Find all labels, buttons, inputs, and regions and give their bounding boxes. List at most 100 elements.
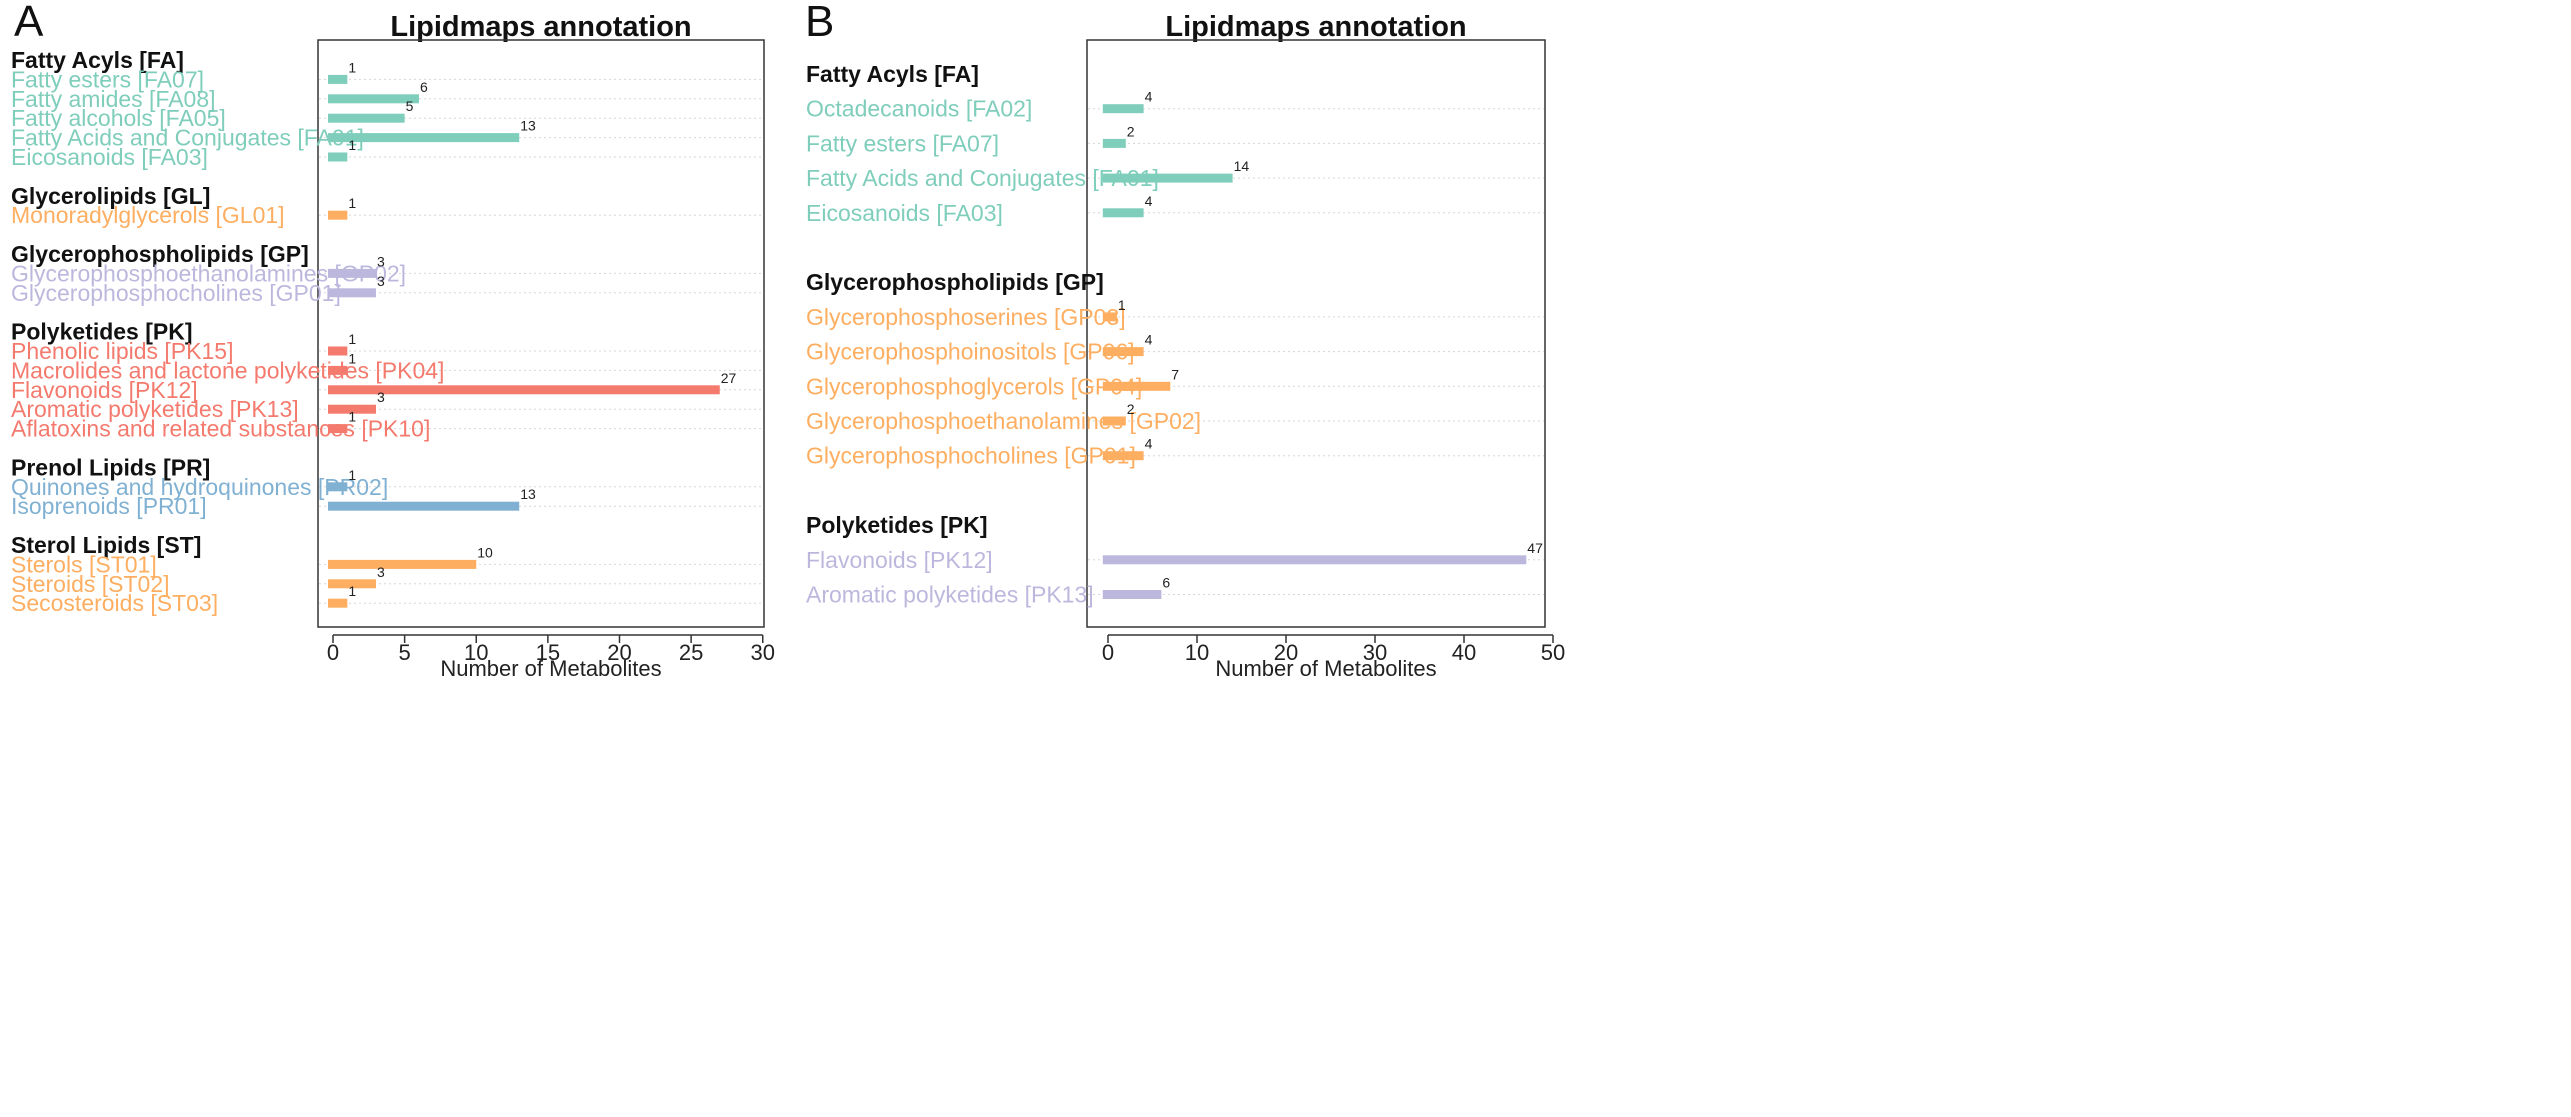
panel-b-category-label: Fatty Acids and Conjugates [FA01]: [806, 165, 1159, 191]
panel-a-x-tick-label: 20: [607, 640, 631, 665]
panel-a-bar: [327, 346, 348, 356]
panel-b-x-tick-label: 10: [1185, 640, 1209, 665]
panel-a-label: A: [14, 0, 44, 46]
panel-a-category-label: Aromatic polyketides [PK13]: [11, 396, 299, 422]
panel-a-value-label: 1: [348, 467, 356, 483]
panel-a-value-label: 1: [348, 409, 356, 425]
panel-a-x-tick-label: 30: [751, 640, 775, 665]
panel-a-x-tick-label: 5: [399, 640, 411, 665]
panel-b-value-label: 7: [1171, 366, 1179, 382]
panel-b-bar: [1102, 381, 1171, 391]
panel-a-bar: [327, 152, 348, 162]
panel-b-bar: [1102, 347, 1144, 357]
panel-a-category-label: Phenolic lipids [PK15]: [11, 338, 233, 364]
panel-a-category-label: Eicosanoids [FA03]: [11, 144, 208, 170]
panel-a-category-label: Sterols [ST01]: [11, 551, 157, 577]
panel-b-category-label: Glycerophosphoserines [GP03]: [806, 304, 1126, 330]
panel-a-bar: [327, 94, 419, 104]
panel-a-category-label: Steroids [ST02]: [11, 571, 170, 597]
panel-b-bar: [1102, 312, 1117, 322]
panel-a-category-label: Macrolides and lactone polyketides [PK04…: [11, 357, 444, 383]
panel-a-category-label: Monoradylglycerols [GL01]: [11, 202, 285, 228]
panel-a-x-tick-label: 25: [679, 640, 703, 665]
panel-b-value-label: 2: [1127, 123, 1135, 139]
panel-b-category-label: Glycerophosphoethanolamines [GP02]: [806, 408, 1201, 434]
panel-b-x-tick-label: 30: [1363, 640, 1387, 665]
panel-b-category-label: Glycerophosphoinositols [GP06]: [806, 339, 1135, 365]
panel-b-bar: [1102, 173, 1233, 183]
panel-b-category-label: Fatty esters [FA07]: [806, 130, 999, 156]
panel-a-group-label: Fatty Acyls [FA]: [11, 47, 184, 73]
panel-b-value-label: 6: [1162, 575, 1170, 591]
panel-a-title: Lipidmaps annotation: [390, 11, 691, 43]
panel-b-category-label: Flavonoids [PK12]: [806, 547, 993, 573]
panel-b-bar: [1102, 104, 1144, 114]
panel-b-x-tick-label: 50: [1541, 640, 1565, 665]
panel-b-title: Lipidmaps annotation: [1165, 11, 1466, 43]
panel-a-value-label: 3: [377, 253, 385, 269]
panel-a-category-label: Glycerophosphocholines [GP01]: [11, 280, 341, 306]
panel-a-value-label: 13: [520, 486, 536, 502]
panel-b-group-label: Fatty Acyls [FA]: [806, 61, 979, 87]
panel-b-value-label: 4: [1145, 193, 1153, 209]
panel-b-category-label: Aromatic polyketides [PK13]: [806, 582, 1094, 608]
panel-b-plot-frame: [1086, 39, 1546, 628]
panel-a-bar: [327, 501, 520, 511]
panel-b-category-label: Glycerophosphocholines [GP01]: [806, 443, 1136, 469]
panel-b-category-label: Glycerophosphoglycerols [GP04]: [806, 373, 1142, 399]
panel-a-group-label: Prenol Lipids [PR]: [11, 454, 210, 480]
panel-b-bar: [1102, 590, 1162, 599]
panel-b-bar: [1102, 451, 1144, 461]
panel-b-value-label: 2: [1127, 401, 1135, 417]
panel-a-bar: [327, 210, 348, 220]
panel-a-bar: [327, 424, 348, 434]
panel-a-group-label: Glycerophospholipids [GP]: [11, 241, 309, 267]
panel-b-bar: [1102, 138, 1126, 148]
panel-a-category-label: Flavonoids [PK12]: [11, 377, 198, 403]
panel-b-value-label: 4: [1145, 436, 1153, 452]
panel-a-value-label: 1: [348, 350, 356, 366]
panel-a-category-label: Fatty alcohols [FA05]: [11, 105, 226, 131]
panel-a-bar: [327, 404, 376, 414]
panel-a-value-label: 1: [348, 59, 356, 75]
panel-a-category-label: Fatty esters [FA07]: [11, 66, 204, 92]
panel-b-category-label: Eicosanoids [FA03]: [806, 200, 1003, 226]
panel-b-group-label: Polyketides [PK]: [806, 512, 988, 538]
panel-a-group-label: Glycerolipids [GL]: [11, 183, 210, 209]
panel-a-category-label: Quinones and hydroquinones [PR02]: [11, 474, 388, 500]
panel-a-x-tick-label: 15: [536, 640, 560, 665]
panel-b-x-axis-label: Number of Metabolites: [1215, 656, 1436, 681]
panel-a-value-label: 1: [348, 331, 356, 347]
panel-b-label: B: [805, 0, 834, 46]
panel-a-bar: [327, 268, 376, 278]
panel-a-category-label: Secosteroids [ST03]: [11, 590, 218, 616]
panel-b-value-label: 14: [1234, 158, 1250, 174]
panel-a-bar: [327, 288, 376, 298]
panel-a-bar: [327, 559, 477, 569]
panel-b-x-tick-label: 40: [1452, 640, 1476, 665]
panel-a-value-label: 3: [377, 273, 385, 289]
panel-a-bar: [327, 482, 348, 492]
panel-a-group-label: Polyketides [PK]: [11, 319, 193, 345]
panel-a-bar: [327, 598, 348, 608]
panel-a-value-label: 13: [520, 118, 536, 134]
panel-b-x-tick-label: 20: [1274, 640, 1298, 665]
panel-a-category-label: Isoprenoids [PR01]: [11, 493, 207, 519]
panel-a-value-label: 1: [348, 137, 356, 153]
panel-b-value-label: 4: [1145, 89, 1153, 105]
panel-a-bar: [327, 113, 405, 123]
panel-a-bar: [327, 74, 348, 84]
panel-a-category-label: Fatty amides [FA08]: [11, 86, 216, 112]
panel-a-plot-frame: [317, 39, 765, 628]
panel-a-x-tick-label: 10: [464, 640, 488, 665]
panel-b-group-label: Glycerophospholipids [GP]: [806, 269, 1104, 295]
panel-a-value-label: 1: [348, 583, 356, 599]
panel-a-category-label: Aflatoxins and related substances [PK10]: [11, 416, 430, 442]
panel-a-x-axis-label: Number of Metabolites: [440, 656, 661, 681]
panel-a-value-label: 6: [420, 79, 428, 95]
panel-b-x-tick-label: 0: [1102, 640, 1114, 665]
panel-a-bar: [327, 365, 348, 375]
panel-a-bar: [327, 385, 720, 395]
panel-b-value-label: 4: [1145, 332, 1153, 348]
panel-b-bar: [1102, 208, 1144, 218]
